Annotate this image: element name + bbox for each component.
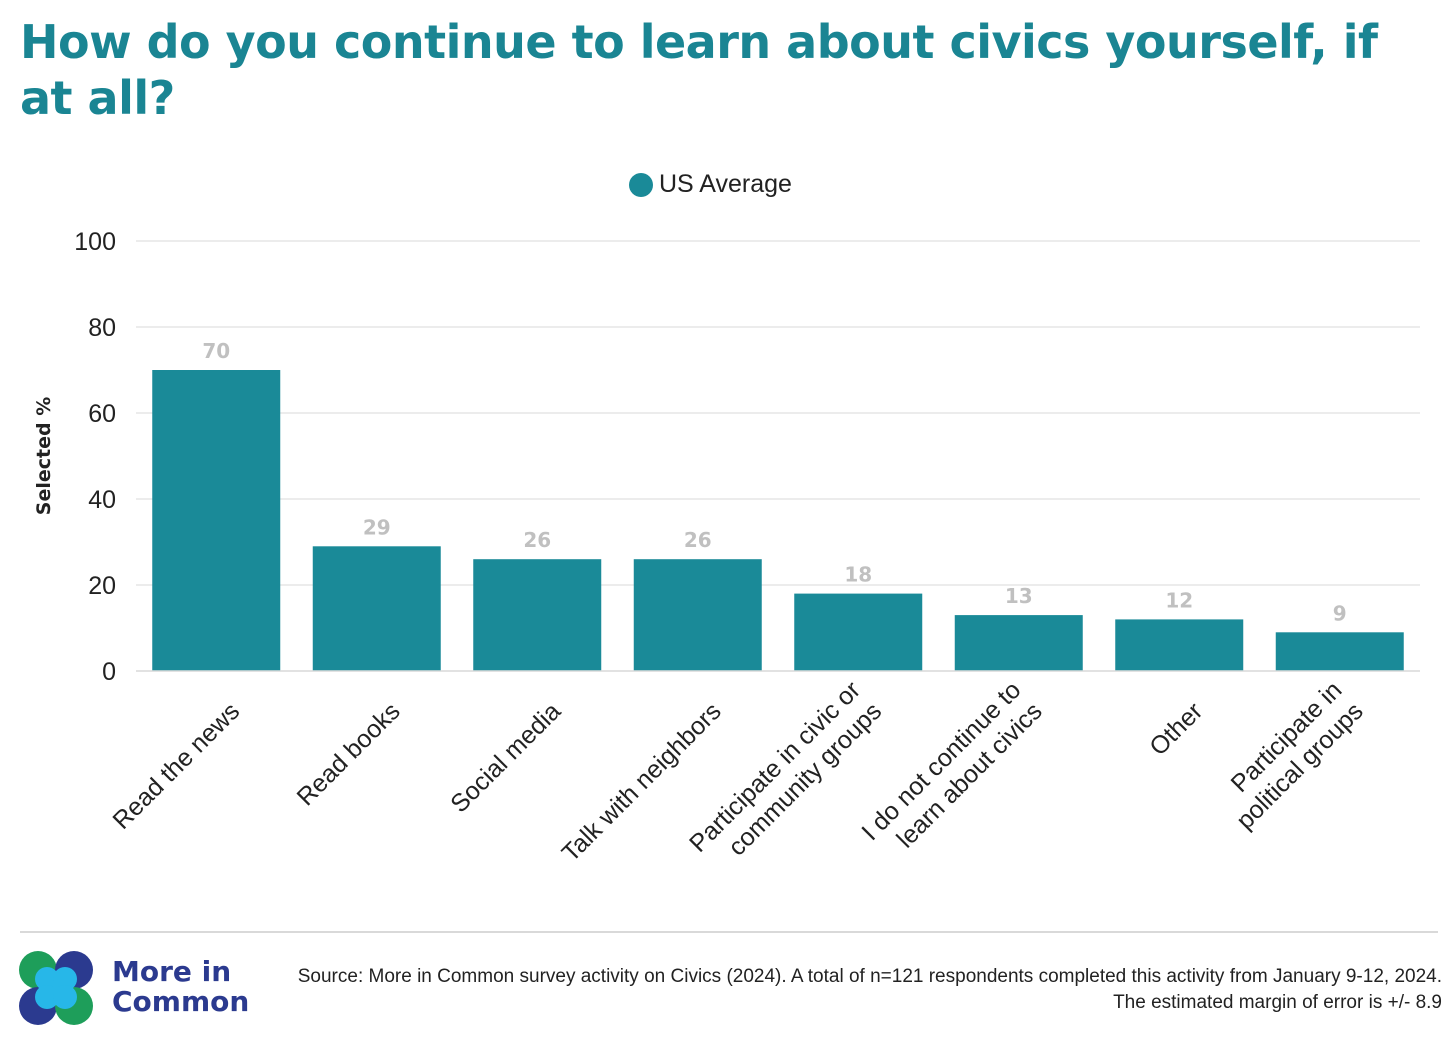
footer-divider [20,931,1438,933]
chart-title: How do you continue to learn about civic… [20,15,1378,125]
x-tick-label: Other [1144,697,1208,761]
data-label: 26 [684,528,712,552]
y-tick-label: 100 [74,228,116,256]
bar-4 [633,559,762,671]
x-tick-label: I do not continue tolearn about civics [856,676,1047,867]
bar-chart: 0 20 40 60 80 100 Selected % US Average 70 Read t… [33,170,1420,867]
x-tick-label-line: Social media [445,697,566,818]
x-tick-label-line: Read the news [107,697,245,835]
x-tick-label: Read books [292,697,406,811]
bar-5 [794,593,923,671]
bar-1 [152,370,281,671]
x-tick-label: Read the news [107,697,245,835]
y-tick-label: 80 [88,314,116,342]
bar-6 [954,615,1083,671]
legend-label-us-average: US Average [659,170,792,198]
data-label: 29 [363,515,391,539]
more-in-common-logo-icon [19,951,93,1025]
legend-marker [629,173,653,197]
bar-7 [1115,619,1244,671]
brand-line-1: More in [112,955,232,988]
brand-line-2: Common [112,985,250,1018]
brand-name: More in Common [112,957,249,1017]
data-label: 9 [1333,601,1347,625]
x-tick-label-line: Read books [292,697,406,811]
bar-3 [473,559,602,671]
data-label: 13 [1005,584,1033,608]
y-tick-label: 60 [88,400,116,428]
bar-8 [1275,632,1404,671]
y-tick-label: 40 [88,486,116,514]
x-tick-label-line: Other [1144,697,1208,761]
y-tick-label: 0 [102,658,116,686]
y-axis-label: Selected % [33,397,55,515]
x-tick-label: Social media [445,697,566,818]
data-label: 70 [202,339,230,363]
x-tick-label: Participate inpolitical groups [1210,676,1369,835]
data-label: 26 [523,528,551,552]
data-label: 12 [1165,588,1193,612]
data-label: 18 [844,563,872,587]
source-note: Source: More in Common survey activity o… [297,966,1442,1013]
y-tick-label: 20 [88,572,116,600]
bar-2 [312,546,441,671]
